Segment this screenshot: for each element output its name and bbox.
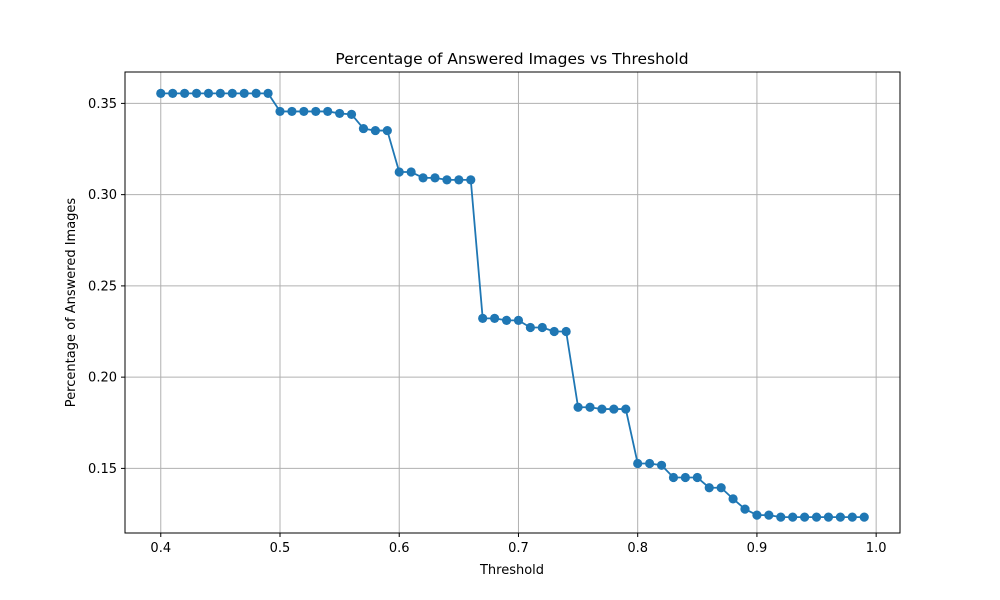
data-point [692, 472, 702, 483]
data-point [668, 472, 679, 483]
data-point [227, 88, 237, 98]
data-point [645, 458, 655, 469]
data-point [466, 175, 476, 185]
y-tick-label: 0.30 [88, 188, 117, 203]
data-point [609, 404, 619, 414]
data-point [680, 472, 690, 483]
data-point [764, 510, 774, 520]
data-point [191, 88, 202, 98]
data-point [740, 504, 750, 514]
y-axis-label: Percentage of Answered Images [64, 198, 79, 408]
x-tick-label: 0.4 [150, 541, 171, 556]
data-point [585, 402, 595, 412]
data-point [859, 512, 869, 522]
data-point [478, 313, 488, 323]
data-point [633, 458, 643, 469]
grid [125, 72, 900, 533]
data-point [418, 173, 428, 183]
data-point [168, 88, 178, 98]
data-point [823, 512, 834, 522]
chart-title: Percentage of Answered Images vs Thresho… [335, 50, 688, 68]
data-point [811, 512, 822, 522]
data-point [788, 512, 798, 522]
data-point [597, 404, 607, 414]
x-tick-label: 0.8 [627, 541, 648, 556]
y-tick-label: 0.35 [88, 97, 117, 112]
data-point [287, 106, 297, 117]
data-point [156, 88, 166, 98]
data-point [549, 326, 559, 337]
y-tick-label: 0.25 [88, 279, 117, 294]
data-point [346, 109, 357, 119]
data-point [656, 460, 667, 470]
series-threshold-curve [156, 88, 869, 522]
y-tick-label: 0.15 [88, 462, 117, 477]
data-point [716, 483, 726, 493]
data-point [180, 88, 190, 98]
x-tick-label: 0.5 [270, 541, 291, 556]
data-point [275, 106, 285, 117]
data-point [239, 88, 249, 98]
data-point [728, 494, 738, 504]
data-point [847, 512, 857, 522]
data-point [454, 175, 464, 185]
data-point [430, 173, 440, 183]
data-point [513, 315, 524, 325]
plot-frame [124, 71, 901, 534]
data-point [490, 313, 500, 323]
data-point [251, 88, 261, 98]
y-tick-label: 0.20 [88, 371, 117, 386]
data-point [525, 322, 535, 333]
x-tick-label: 0.6 [389, 541, 410, 556]
data-point [263, 88, 273, 98]
data-point [800, 512, 810, 522]
data-point [323, 106, 333, 117]
data-point [370, 125, 380, 136]
data-point [358, 123, 369, 134]
data-point [561, 326, 571, 337]
x-tick-label: 0.9 [747, 541, 768, 556]
data-point [621, 404, 631, 414]
data-point [394, 167, 404, 177]
data-point [501, 315, 512, 325]
data-point [704, 483, 714, 493]
data-point [311, 106, 321, 117]
data-point [203, 88, 214, 98]
data-point [406, 167, 416, 177]
x-tick-label: 0.7 [508, 541, 529, 556]
data-point [752, 510, 762, 520]
data-point [442, 175, 452, 185]
data-point [573, 402, 583, 412]
data-point [299, 106, 309, 117]
data-point [382, 125, 392, 136]
data-point [335, 108, 345, 119]
data-point [835, 512, 845, 522]
ticks: 0.4 0.5 0.6 0.7 0.8 0.9 1.0 0.15 0.20 0.25 0.30 0.3… [88, 97, 886, 556]
data-point [215, 88, 225, 98]
data-point [537, 322, 547, 333]
x-tick-label: 1.0 [866, 541, 887, 556]
x-axis-label: Threshold [479, 563, 544, 578]
data-point [776, 512, 786, 522]
